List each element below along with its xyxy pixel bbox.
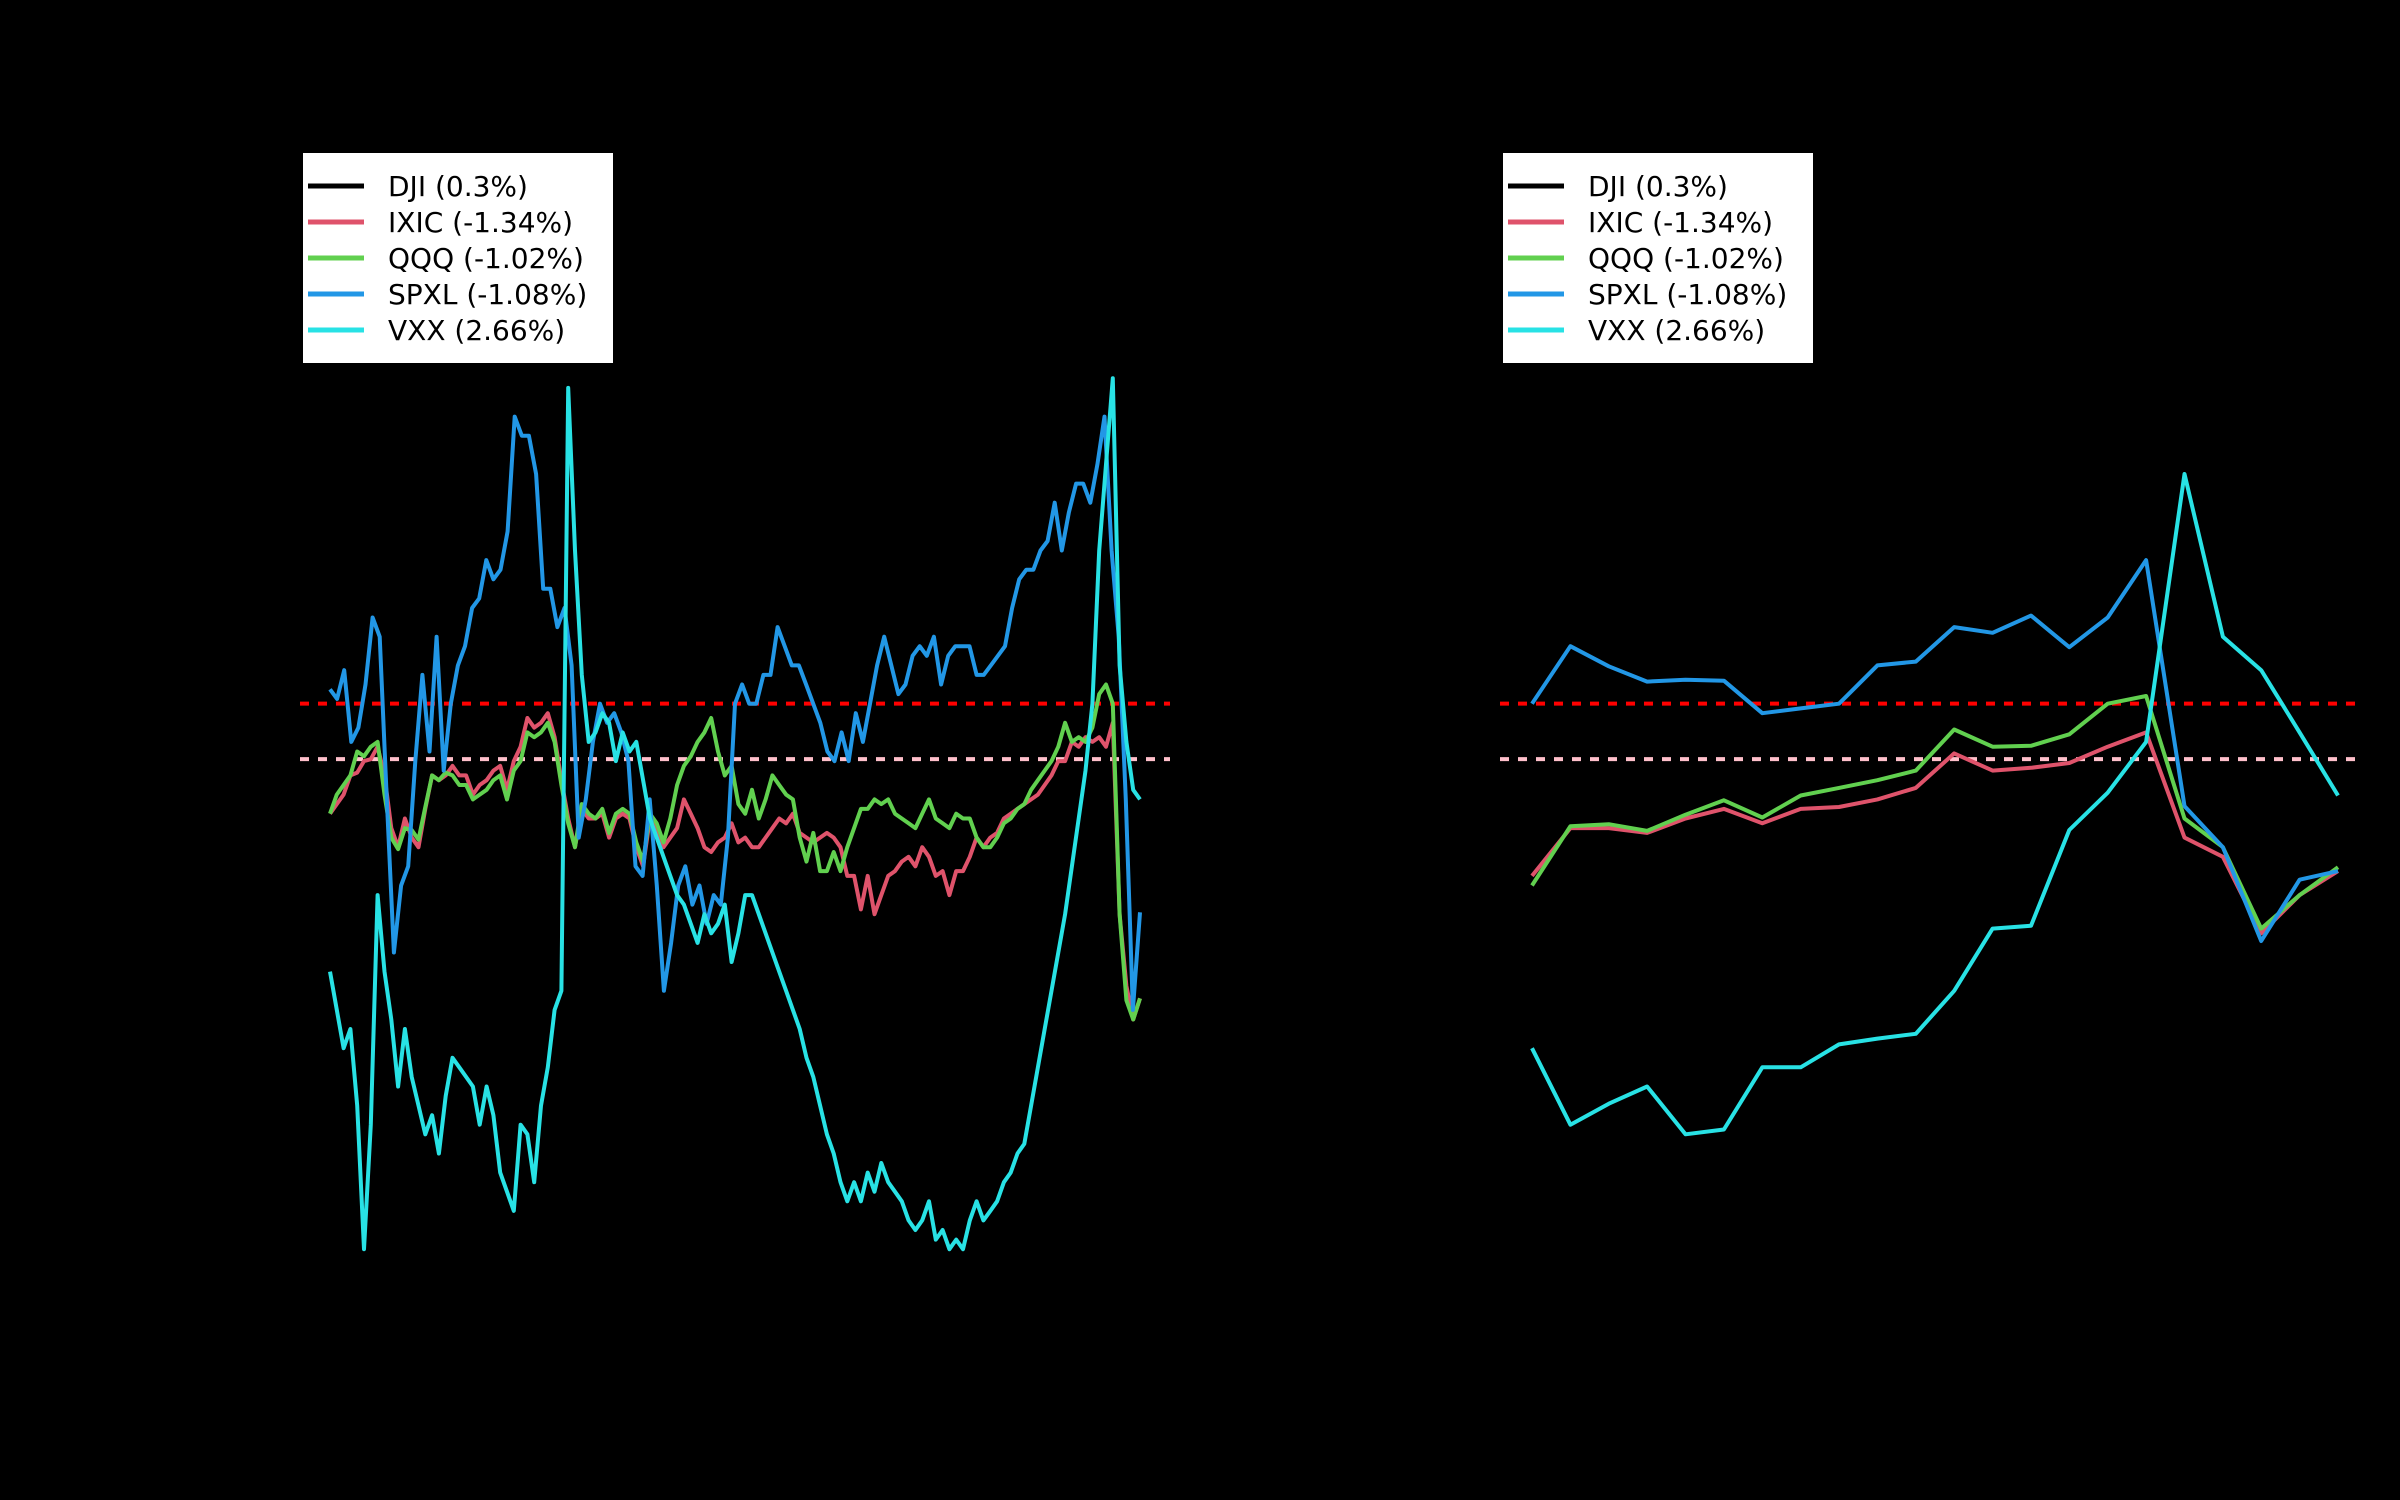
legend-label: IXIC (-1.34%) bbox=[1588, 206, 1773, 239]
series-line-spxl bbox=[1530, 558, 2339, 943]
series-line-vxx bbox=[1530, 472, 2340, 1137]
legend-label: DJI (0.3%) bbox=[388, 170, 528, 203]
legend-label: SPXL (-1.08%) bbox=[388, 278, 587, 311]
legend-label: QQQ (-1.02%) bbox=[388, 242, 584, 275]
legend-label: QQQ (-1.02%) bbox=[1588, 242, 1784, 275]
legend-label: IXIC (-1.34%) bbox=[388, 206, 573, 239]
legend: DJI (0.3%)IXIC (-1.34%)QQQ (-1.02%)SPXL … bbox=[1501, 151, 1815, 365]
legend-label: DJI (0.3%) bbox=[1588, 170, 1728, 203]
legend-label: VXX (2.66%) bbox=[388, 314, 565, 347]
right-chart-panel: DJI (0.3%)IXIC (-1.34%)QQQ (-1.02%)SPXL … bbox=[1500, 151, 2360, 1137]
series-line-ixic bbox=[1530, 730, 2340, 936]
legend-label: VXX (2.66%) bbox=[1588, 314, 1765, 347]
series-line-ixic bbox=[328, 711, 1142, 1022]
series-line-spxl bbox=[328, 414, 1142, 1012]
legend: DJI (0.3%)IXIC (-1.34%)QQQ (-1.02%)SPXL … bbox=[301, 151, 615, 365]
legend-label: SPXL (-1.08%) bbox=[1588, 278, 1787, 311]
series-line-vxx bbox=[328, 376, 1142, 1252]
left-chart-panel: DJI (0.3%)IXIC (-1.34%)QQQ (-1.02%)SPXL … bbox=[300, 151, 1170, 1252]
series-line-qqq bbox=[1530, 694, 2340, 931]
series-line-qqq bbox=[328, 682, 1142, 1022]
